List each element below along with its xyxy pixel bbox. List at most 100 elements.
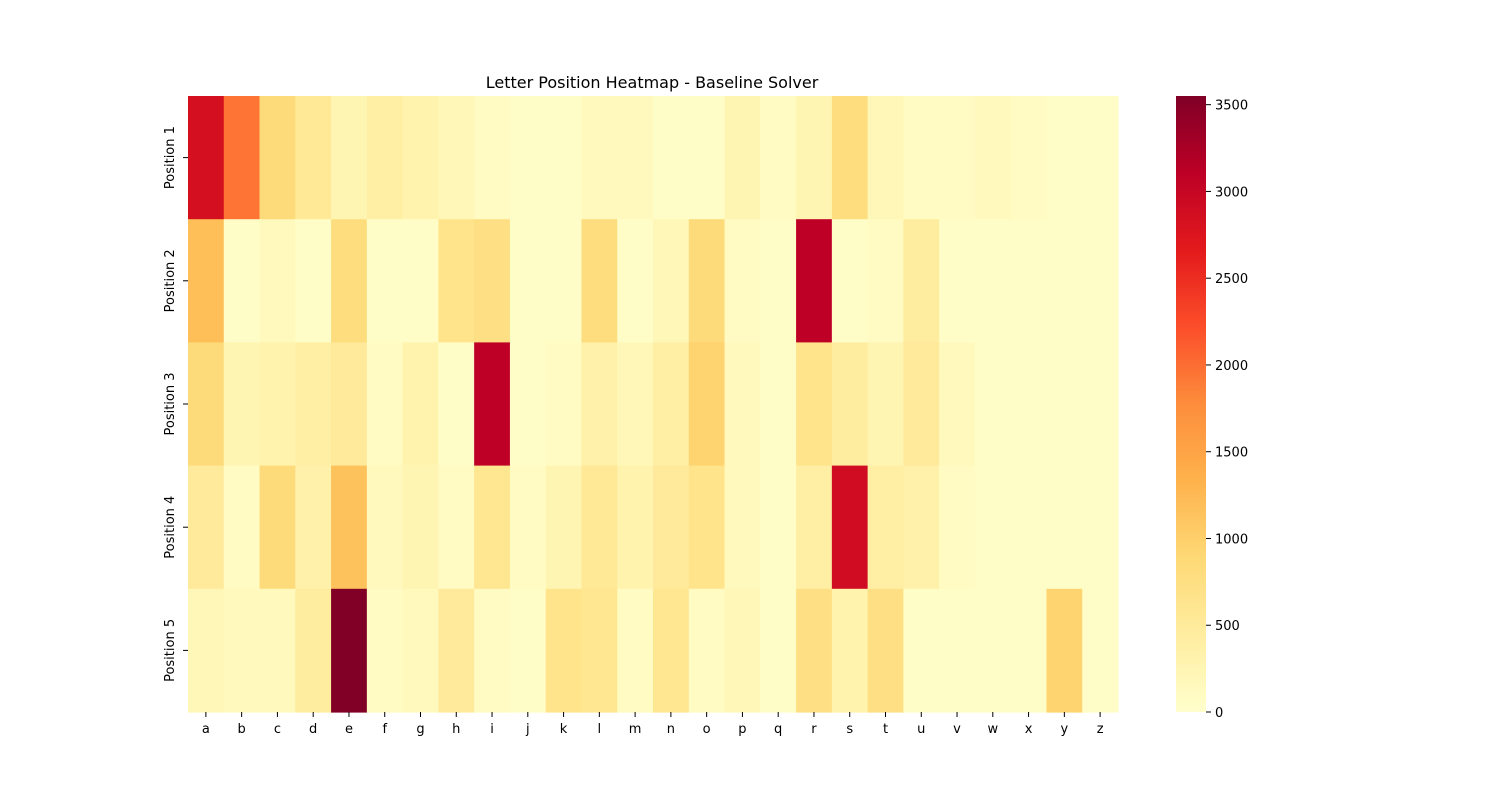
heatmap-cell-n-3 [653, 342, 690, 467]
heatmap-cell-g-2 [402, 219, 439, 343]
heatmap-cell-j-1 [509, 96, 547, 220]
heatmap-cell-b-4 [223, 465, 261, 590]
heatmap-cell-f-2 [366, 219, 404, 343]
heatmap-cell-u-1 [903, 96, 940, 220]
y-tick-label: Position 2 [163, 249, 178, 312]
heatmap-cell-y-5 [1046, 588, 1083, 713]
heatmap-cell-s-3 [831, 342, 869, 467]
heatmap-cell-h-3 [438, 342, 475, 467]
heatmap-cell-o-3 [688, 342, 726, 467]
heatmap-cell-v-3 [939, 342, 976, 467]
heatmap-cell-h-2 [438, 219, 475, 343]
heatmap-cell-b-2 [223, 219, 261, 343]
x-tick-label: a [202, 722, 210, 737]
heatmap-cell-v-5 [939, 588, 976, 713]
heatmap-cell-o-2 [688, 219, 726, 343]
heatmap-cell-e-2 [331, 219, 368, 343]
heatmap-cell-f-4 [366, 465, 404, 590]
heatmap-cell-t-4 [867, 465, 904, 590]
heatmap-cell-r-3 [796, 342, 833, 467]
heatmap-cell-x-4 [1010, 465, 1048, 590]
heatmap-cell-r-2 [796, 219, 833, 343]
y-tick-label: Position 1 [163, 126, 178, 189]
y-tick-label: Position 4 [163, 496, 178, 559]
heatmap-cell-z-3 [1082, 342, 1119, 467]
heatmap-cell-z-4 [1082, 465, 1119, 590]
heatmap-cell-f-3 [366, 342, 404, 467]
heatmap-cell-h-1 [438, 96, 475, 220]
heatmap-cell-u-4 [903, 465, 940, 590]
heatmap-cell-a-2 [188, 219, 225, 343]
heatmap-cell-w-5 [974, 588, 1012, 713]
x-tick-label: o [703, 722, 711, 737]
chart-title: Letter Position Heatmap - Baseline Solve… [486, 73, 819, 92]
x-tick-label: m [629, 722, 642, 737]
heatmap-cell-s-5 [831, 588, 869, 713]
heatmap-cell-w-2 [974, 219, 1012, 343]
heatmap-cell-c-2 [259, 219, 296, 343]
heatmap-cell-d-2 [295, 219, 332, 343]
x-tick-label: g [416, 722, 424, 737]
colorbar-tick-label: 500 [1215, 619, 1240, 634]
x-tick-label: c [274, 722, 281, 737]
heatmap-cell-v-2 [939, 219, 976, 343]
heatmap-cell-a-3 [188, 342, 225, 467]
heatmap-cell-b-5 [223, 588, 261, 713]
heatmap-cell-l-3 [581, 342, 618, 467]
colorbar-tick-label: 0 [1215, 706, 1223, 721]
heatmap-cell-z-1 [1082, 96, 1119, 220]
heatmap-cell-t-5 [867, 588, 904, 713]
heatmap-cell-w-1 [974, 96, 1012, 220]
heatmap-cell-k-1 [545, 96, 583, 220]
heatmap-cell-m-3 [617, 342, 654, 467]
heatmap-cell-f-1 [366, 96, 404, 220]
x-axis-ticks: a b c d e f g h i j k l m n o p q r s t u v w x y z [202, 712, 1104, 737]
x-tick-label: e [345, 722, 353, 737]
x-tick-label: j [525, 722, 530, 737]
heatmap-cell-k-2 [545, 219, 583, 343]
heatmap-cell-q-3 [760, 342, 797, 467]
colorbar-ticks: 0 500 1000 1500 2000 2500 3000 3500 [1206, 99, 1248, 721]
heatmap-cell-c-4 [259, 465, 296, 590]
heatmap-cells [188, 96, 1119, 713]
x-tick-label: x [1025, 722, 1033, 737]
heatmap-cell-o-1 [688, 96, 726, 220]
x-tick-label: l [598, 722, 602, 737]
heatmap-cell-t-2 [867, 219, 904, 343]
heatmap-cell-c-5 [259, 588, 296, 713]
heatmap-cell-g-4 [402, 465, 439, 590]
heatmap-cell-k-4 [545, 465, 583, 590]
heatmap-cell-x-1 [1010, 96, 1048, 220]
heatmap-cell-p-4 [724, 465, 761, 590]
colorbar-tick-label: 1000 [1215, 532, 1248, 547]
heatmap-cell-g-3 [402, 342, 439, 467]
colorbar-tick-label: 3500 [1215, 99, 1248, 114]
heatmap-cell-z-5 [1082, 588, 1119, 713]
x-tick-label: p [738, 722, 746, 737]
x-tick-label: v [953, 722, 961, 737]
heatmap-cell-a-5 [188, 588, 225, 713]
heatmap-cell-x-2 [1010, 219, 1048, 343]
heatmap-cell-n-1 [653, 96, 690, 220]
x-tick-label: n [667, 722, 675, 737]
heatmap-cell-x-5 [1010, 588, 1048, 713]
heatmap-cell-v-4 [939, 465, 976, 590]
x-tick-label: s [846, 722, 853, 737]
x-tick-label: r [811, 722, 817, 737]
heatmap-cell-n-2 [653, 219, 690, 343]
heatmap-cell-c-1 [259, 96, 296, 220]
heatmap-cell-m-4 [617, 465, 654, 590]
x-tick-label: w [987, 722, 998, 737]
heatmap-cell-l-4 [581, 465, 618, 590]
heatmap-cell-y-1 [1046, 96, 1083, 220]
heatmap-cell-l-2 [581, 219, 618, 343]
heatmap-cell-s-4 [831, 465, 869, 590]
heatmap-cell-k-5 [545, 588, 583, 713]
x-tick-label: k [560, 722, 568, 737]
y-tick-label: Position 3 [163, 372, 178, 435]
heatmap-cell-e-1 [331, 96, 368, 220]
x-tick-label: h [452, 722, 460, 737]
heatmap-cell-k-3 [545, 342, 583, 467]
x-tick-label: u [917, 722, 925, 737]
heatmap-cell-m-1 [617, 96, 654, 220]
